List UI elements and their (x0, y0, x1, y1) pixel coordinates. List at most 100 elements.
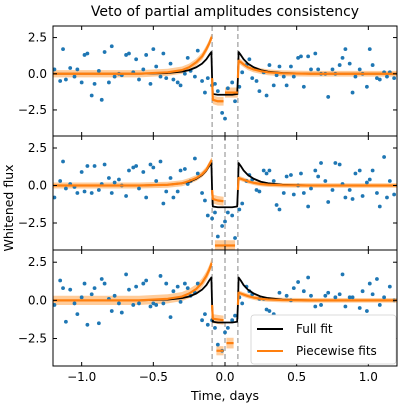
data-point (306, 204, 311, 209)
data-point (131, 165, 136, 170)
data-point (205, 322, 210, 327)
legend-full-fit-label: Full fit (296, 322, 333, 336)
y-tick-label: 0.0 (28, 67, 47, 81)
data-point (347, 188, 352, 192)
data-point (365, 180, 369, 185)
data-point (267, 168, 272, 173)
data-point (171, 289, 176, 294)
data-point (144, 278, 149, 283)
data-point (205, 76, 210, 81)
data-point (289, 173, 293, 177)
data-point (203, 90, 207, 95)
data-point (337, 63, 342, 67)
data-point (281, 191, 286, 195)
data-point (102, 162, 107, 167)
data-point (195, 281, 200, 286)
data-point (161, 51, 166, 56)
data-point (109, 309, 114, 313)
data-point (343, 47, 348, 52)
data-point (96, 321, 101, 326)
data-point (313, 51, 318, 56)
data-point (281, 74, 286, 79)
data-point (375, 191, 379, 195)
data-point (225, 210, 230, 215)
data-point (195, 171, 200, 176)
data-point (230, 318, 235, 323)
full-fit-line (53, 51, 397, 96)
data-point (107, 176, 111, 180)
data-point (82, 281, 87, 286)
data-point (200, 191, 204, 195)
data-point (299, 171, 303, 176)
data-point (357, 306, 362, 310)
data-point (306, 54, 311, 59)
panel-1: 2.5 0.0 −2.5 (18, 25, 398, 137)
data-point (161, 301, 166, 306)
data-point (53, 303, 57, 307)
data-point (316, 67, 321, 72)
y-tick-label: 0.0 (28, 179, 47, 193)
panel-plot-area (53, 136, 397, 250)
data-point (213, 81, 217, 86)
data-point (382, 295, 386, 300)
piecewise-band-1 (53, 259, 213, 305)
data-point (306, 275, 311, 280)
data-point (109, 44, 114, 49)
data-point (261, 168, 266, 173)
chart-title: Veto of partial amplitudes consistency (91, 4, 359, 20)
x-axis-label: Time, days (190, 388, 259, 403)
data-point (301, 191, 306, 195)
y-tick-label: 0.0 (28, 293, 47, 307)
data-point (175, 80, 180, 85)
data-point (277, 207, 282, 212)
data-point (72, 301, 77, 306)
data-point (240, 301, 245, 306)
data-point (264, 93, 269, 98)
data-point (82, 53, 87, 57)
y-tick-label: 2.5 (28, 31, 47, 45)
piecewise-fit-line-1 (53, 159, 213, 187)
data-point (274, 203, 279, 207)
data-point (127, 51, 131, 56)
data-point (102, 50, 107, 54)
data-point (274, 73, 279, 78)
data-point (299, 54, 303, 59)
data-point (154, 64, 159, 69)
y-tick-label: −2.5 (18, 103, 47, 117)
data-point (112, 180, 117, 185)
data-point (89, 93, 94, 98)
data-point (277, 64, 282, 69)
panel-3: 2.5 0.0 −2.5 −1.0 −0.5 0.0 0.5 1.0 (18, 249, 398, 384)
data-point (213, 325, 217, 330)
data-point (360, 194, 365, 198)
piecewise-band-2 (212, 185, 224, 206)
data-point (326, 95, 331, 99)
data-point (148, 162, 153, 167)
y-tick-label: −2.5 (18, 332, 47, 346)
data-point (168, 176, 173, 180)
data-point (387, 284, 392, 289)
data-point (68, 66, 73, 70)
data-point (377, 77, 382, 82)
data-point (309, 293, 313, 298)
data-point (309, 186, 313, 191)
data-point (72, 74, 77, 79)
data-point (75, 67, 80, 72)
data-point (89, 191, 94, 195)
y-axis-label: Whitened flux (1, 164, 16, 251)
piecewise-fit-line-2 (211, 304, 224, 322)
data-point (164, 76, 169, 81)
data-point (178, 299, 183, 304)
data-point (323, 293, 328, 298)
data-point (319, 161, 323, 165)
data-point (53, 195, 57, 200)
data-point (203, 198, 207, 203)
data-point (61, 47, 65, 52)
data-point (215, 89, 220, 94)
data-point (92, 286, 97, 291)
data-point (79, 170, 84, 174)
data-point (96, 188, 101, 192)
data-point (340, 55, 345, 60)
data-point (85, 51, 90, 56)
data-point (168, 315, 173, 320)
